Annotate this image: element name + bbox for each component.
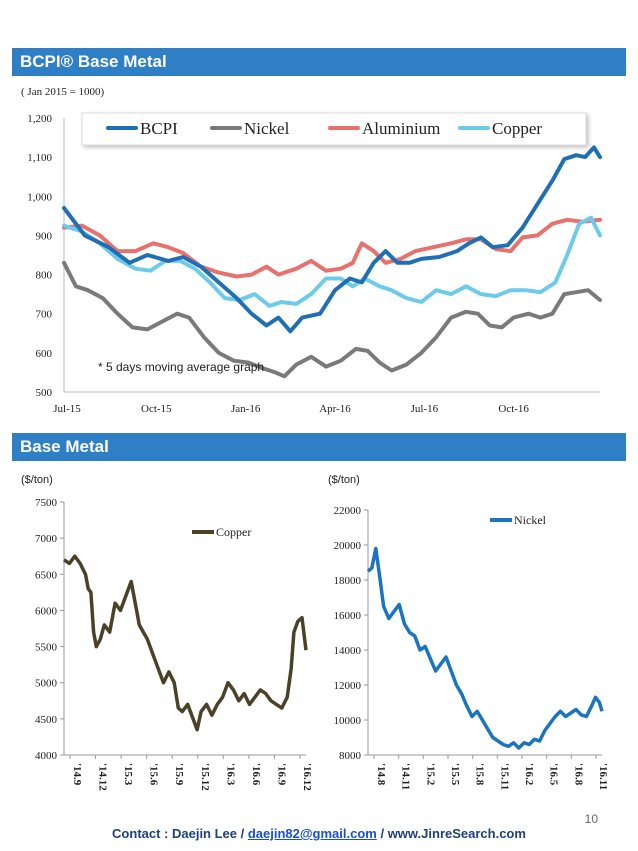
bcpi-legend-label: Nickel [244,119,290,138]
x-tick-label: '15.2 [424,763,436,786]
x-tick-label: '16.9 [275,763,287,786]
bcpi-y-tick-label: 700 [36,309,53,321]
x-tick-label: '16.12 [301,763,313,791]
bcpi-legend-label: Copper [492,119,542,138]
bcpi-series-line-aluminium [62,217,602,279]
bcpi-x-tick-label: Jul-15 [53,403,81,415]
bcpi-legend-label: BCPI [140,119,178,138]
bcpi-chart: 500 600 700 800 900 1,000 1,100 1,200 Jul-15 Oct-… [27,112,602,415]
bcpi-note: * 5 days moving average graph [98,360,264,374]
bcpi-y-tick-label: 1,200 [27,113,52,125]
contact-email-link[interactable]: daejin82@gmail.com [247,826,377,841]
contact-prefix: Contact : Daejin Lee / [112,826,248,841]
x-tick-label: '15.8 [474,763,486,786]
x-tick-label: '15.11 [498,763,510,790]
bcpi-series-line-bcpi [62,145,602,334]
bcpi-x-tick-label: Oct-15 [141,403,172,415]
bcpi-y-tick-label: 1,100 [27,152,52,164]
y-tick-label: 22000 [334,505,362,517]
y-tick-label: 5500 [35,642,58,654]
y-tick-label: 6000 [35,605,58,617]
bcpi-section-title: BCPI® Base Metal [12,48,626,76]
bcpi-x-tick-label: Jan-16 [231,403,261,415]
y-tick-label: 16000 [334,610,362,622]
x-tick-label: '16.3 [224,763,236,786]
copper-chart: 4000 4500 5000 5500 6000 6500 7000 7500 '14.9 '14… [35,497,313,791]
bcpi-legend-label: Aluminium [362,119,440,138]
x-tick-label: '15.9 [173,763,185,786]
x-tick-label: '14.8 [375,763,387,786]
y-tick-label: 10000 [334,715,362,727]
x-tick-label: '16.5 [548,763,560,786]
series-line-copper [63,554,308,732]
x-tick-label: '15.3 [122,763,134,786]
y-tick-label: 7500 [35,497,58,509]
contact-line: Contact : Daejin Lee / daejin82@gmail.co… [0,826,638,841]
y-tick-label: 18000 [334,575,362,587]
copper-unit-label: ($/ton) [21,474,53,486]
x-tick-label: '14.9 [71,763,83,786]
bcpi-x-tick-label: Jul-16 [411,403,439,415]
bcpi-series-line-nickel [62,260,602,379]
y-tick-label: 4500 [35,714,58,726]
y-tick-label: 6500 [35,569,58,581]
y-tick-label: 7000 [35,533,58,545]
bcpi-x-tick-label: Apr-16 [319,403,351,415]
y-tick-label: 4000 [35,750,58,762]
bcpi-y-tick-label: 1,000 [27,191,52,203]
x-tick-label: '14.12 [97,763,109,791]
bcpi-y-tick-label: 800 [36,270,53,282]
y-tick-label: 20000 [334,540,362,552]
x-tick-label: '16.2 [523,763,535,786]
x-tick-label: '16.8 [572,763,584,786]
x-tick-label: '16.6 [250,763,262,786]
contact-suffix: / www.JinreSearch.com [376,826,526,841]
y-tick-label: 14000 [334,645,362,657]
x-tick-label: '15.5 [449,763,461,786]
bcpi-y-tick-label: 500 [36,387,53,399]
y-tick-label: 8000 [339,750,362,762]
x-tick-label: '14.11 [400,763,412,790]
legend-label: Nickel [514,513,547,527]
bcpi-y-tick-label: 900 [36,230,53,242]
y-tick-label: 5000 [35,678,58,690]
y-tick-label: 12000 [334,680,362,692]
series-line-nickel [366,546,604,750]
nickel-unit-label: ($/ton) [328,474,360,486]
legend-label: Copper [216,525,251,539]
bcpi-y-tick-label: 600 [36,348,53,360]
bcpi-x-tick-label: Oct-16 [498,403,529,415]
x-tick-label: '15.6 [148,763,160,786]
nickel-chart: 8000 10000 12000 14000 16000 18000 20000 22000 '… [334,505,610,790]
base-metal-section-title: Base Metal [12,433,626,461]
bcpi-unit-label: ( Jan 2015 = 1000) [21,86,105,98]
page-number: 10 [584,812,598,826]
x-tick-label: '16.11 [597,763,609,790]
x-tick-label: '15.12 [199,763,211,791]
